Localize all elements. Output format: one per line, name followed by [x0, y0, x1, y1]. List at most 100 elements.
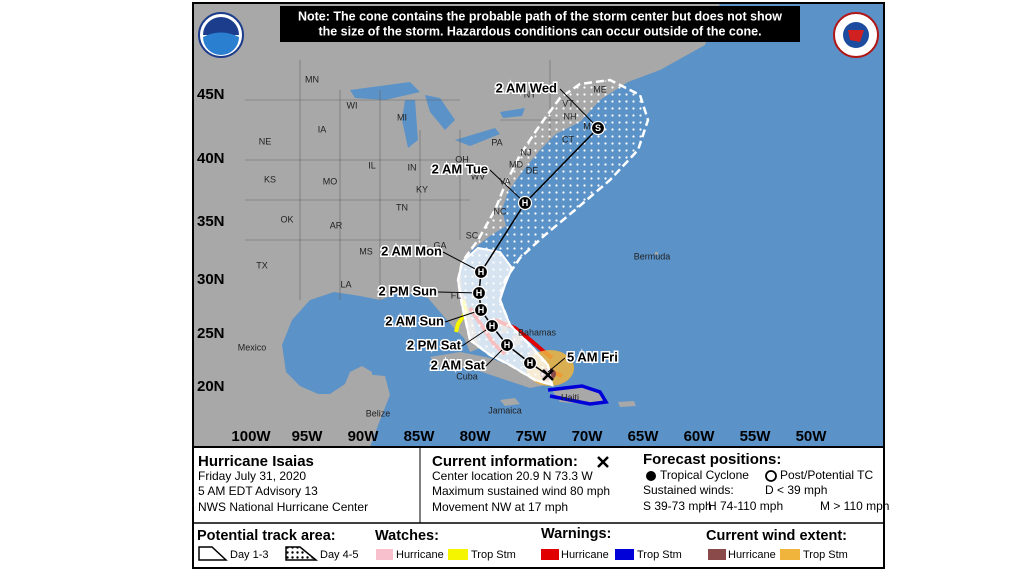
- track-marker-letter: S: [595, 123, 601, 133]
- region-label: GA: [433, 240, 446, 250]
- wind-label: Hurricane: [728, 549, 776, 561]
- note-line: the size of the storm. Hazardous conditi…: [318, 24, 761, 38]
- watch-label: Hurricane: [396, 549, 444, 561]
- place-label: Mexico: [238, 342, 267, 352]
- track-marker-letter: H: [522, 198, 529, 208]
- day13-label: Day 1-3: [230, 549, 269, 561]
- lat-label: 20N: [197, 378, 225, 395]
- lon-label: 60W: [684, 428, 716, 445]
- state-borders: [245, 60, 560, 300]
- track-title: Potential track area:: [197, 528, 336, 544]
- ocean: [282, 3, 884, 447]
- region-label: AR: [330, 220, 343, 230]
- region-label: TN: [396, 202, 408, 212]
- forecast-time: 2 PM Sun: [378, 283, 437, 298]
- wind-title: Current wind extent:: [706, 528, 847, 544]
- jamaica: [500, 398, 520, 406]
- region-label: FL: [451, 290, 462, 300]
- wind-code: M > 110 mph: [820, 499, 889, 513]
- place-label: Bermuda: [634, 251, 671, 261]
- great-lakes: [350, 82, 525, 148]
- watch-hurricane-swatch: [376, 549, 393, 560]
- cuba: [430, 352, 545, 388]
- lon-label: 95W: [292, 428, 324, 445]
- region-label: MA: [583, 121, 597, 131]
- region-label: LA: [340, 279, 351, 289]
- track-marker: [517, 195, 533, 211]
- leader: [442, 251, 482, 273]
- lon-label: 85W: [404, 428, 436, 445]
- place-label: Cuba: [456, 371, 478, 381]
- region-label: TX: [256, 260, 268, 270]
- warnings-title: Warnings:: [541, 526, 611, 542]
- current-icon: [597, 456, 609, 468]
- region-label: MO: [323, 176, 338, 186]
- lon-label: 65W: [628, 428, 660, 445]
- note-line: Note: The cone contains the probable pat…: [298, 9, 782, 23]
- wind-label: Trop Stm: [803, 549, 848, 561]
- lon-label: 70W: [572, 428, 604, 445]
- region-label: OK: [280, 214, 293, 224]
- current-line: Movement NW at 17 mph: [432, 500, 568, 514]
- wind-hurricane-swatch: [708, 549, 726, 560]
- forecast-time: 2 AM Sat: [431, 357, 486, 372]
- region-label: WI: [347, 100, 358, 110]
- yucatan: [345, 374, 390, 447]
- region-label: MI: [397, 112, 407, 122]
- place-label: Bahamas: [518, 327, 557, 337]
- track-marker-letter: H: [504, 340, 511, 350]
- region-label: WV: [471, 171, 486, 181]
- bermuda-mark: [655, 252, 658, 255]
- region-label: OH: [455, 154, 469, 164]
- leader: [489, 169, 526, 204]
- cone-day-1-3: [456, 246, 554, 387]
- place-label: Belize: [366, 408, 391, 418]
- date: Friday July 31, 2020: [198, 469, 306, 483]
- post-tc-icon: [765, 470, 777, 482]
- map: 45N 40N 35N 30N 25N 20N 100W 95W 90W 85W 80W 75W 70W…: [193, 3, 884, 447]
- forecast-time: 2 AM Sun: [385, 313, 444, 328]
- region-label: ME: [593, 84, 607, 94]
- region-label: NJ: [521, 147, 532, 157]
- region-label: CT: [562, 134, 574, 144]
- track-marker-letter: H: [478, 267, 485, 277]
- lon-label: 75W: [516, 428, 548, 445]
- lat-label: 35N: [197, 213, 225, 230]
- wind-ts-swatch: [780, 549, 800, 560]
- wind-code: H 74-110 mph: [708, 499, 783, 513]
- post-tc-label: Post/Potential TC: [780, 468, 873, 482]
- storm-name: Hurricane Isaias: [198, 453, 314, 470]
- lon-label: 80W: [460, 428, 492, 445]
- wind-code: S 39-73 mph: [643, 499, 712, 513]
- lon-label: 50W: [796, 428, 828, 445]
- track-marker: [484, 318, 500, 334]
- track-marker: [473, 302, 489, 318]
- current-line: Maximum sustained wind 80 mph: [432, 484, 610, 498]
- region-label: PA: [491, 137, 502, 147]
- region-label: KY: [416, 184, 428, 194]
- lat-label: 30N: [197, 271, 225, 288]
- warning-tropical-storm: [547, 384, 609, 406]
- noaa-logo: [198, 12, 244, 58]
- region-label: NH: [564, 111, 577, 121]
- forecast-time: 5 AM Fri: [567, 349, 618, 364]
- warning-hurricane-swatch: [541, 549, 559, 560]
- track-marker: [499, 337, 515, 353]
- region-label: NE: [259, 136, 272, 146]
- watch-label: Trop Stm: [471, 549, 516, 561]
- track-marker-letter: H: [489, 321, 496, 331]
- tc-icon: [646, 471, 656, 481]
- region-label: AL: [394, 245, 405, 255]
- region-label: VA: [499, 176, 510, 186]
- sustained-winds: Sustained winds:: [643, 483, 734, 497]
- track-marker-letter: H: [478, 305, 485, 315]
- place-label: Haiti: [561, 392, 579, 402]
- region-label: DE: [526, 165, 539, 175]
- region-label: KS: [264, 174, 276, 184]
- region-label: MN: [305, 74, 319, 84]
- wind-code: D < 39 mph: [765, 483, 827, 497]
- nws-logo: [833, 12, 879, 58]
- forecast-title: Forecast positions:: [643, 451, 781, 468]
- advisory: 5 AM EDT Advisory 13: [198, 484, 318, 498]
